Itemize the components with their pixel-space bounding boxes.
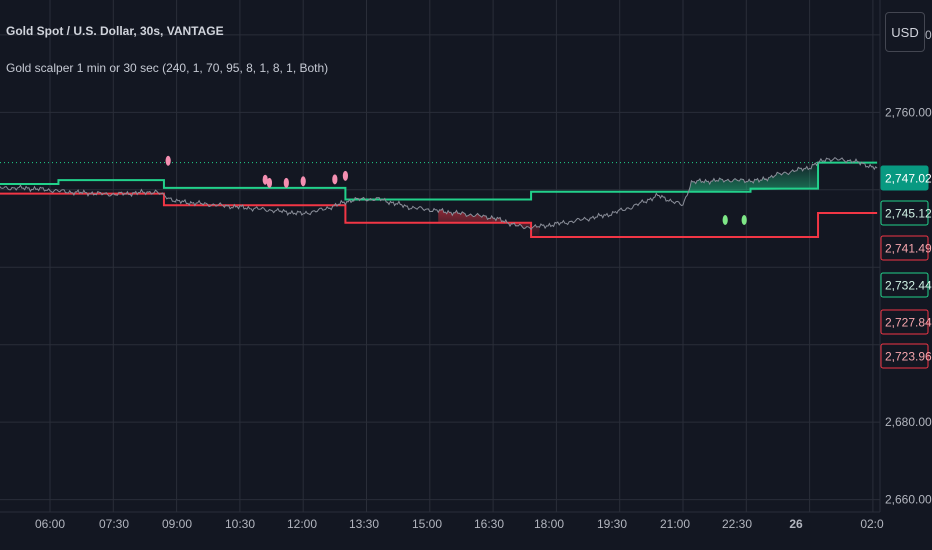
price-label-box <box>880 272 929 298</box>
currency-button[interactable]: USD <box>885 12 925 52</box>
buy-signal-marker <box>722 215 728 225</box>
sell-signal-marker <box>332 174 338 185</box>
time-axis-tick-label: 10:30 <box>225 517 255 531</box>
price-line <box>0 156 878 231</box>
time-axis-tick-label: 18:00 <box>534 517 564 531</box>
price-axis-tick-label: 2,680.00 <box>885 415 932 429</box>
price-label-text: 2,745.12 <box>885 207 932 221</box>
time-axis-tick-label: 26 <box>789 517 803 531</box>
time-axis-tick-label: 19:30 <box>597 517 627 531</box>
sell-signal-marker <box>266 177 273 188</box>
lower-band-line <box>0 192 878 239</box>
time-axis-tick-label: 02:0 <box>860 517 884 531</box>
time-axis-tick-label: 09:00 <box>162 517 192 531</box>
symbol-title[interactable]: Gold Spot / U.S. Dollar, 30s, VANTAGE <box>6 24 224 38</box>
price-label-box <box>880 235 929 261</box>
sell-signal-marker <box>283 177 289 188</box>
price-label-text: 2,727.84 <box>885 316 932 330</box>
sell-signal-marker <box>300 176 306 187</box>
time-axis-tick-label: 06:00 <box>35 517 65 531</box>
price-label-box <box>880 343 929 369</box>
price-axis-tick-label: 2,660.00 <box>885 493 932 507</box>
price-label-box <box>880 309 929 335</box>
time-axis-tick-label: 21:00 <box>660 517 690 531</box>
price-label-text: 2,732.44 <box>885 279 932 293</box>
sell-signal-marker <box>165 155 171 166</box>
time-axis-tick-label: 22:30 <box>722 517 752 531</box>
price-axis-tick-label: 2,760.00 <box>885 105 932 119</box>
time-axis-tick-label: 13:30 <box>349 517 379 531</box>
bull-zone-fill <box>687 162 819 196</box>
price-label-text: 2,747.02 <box>885 172 932 186</box>
sell-signal-marker <box>262 174 268 185</box>
price-label-text: 2,741.49 <box>885 242 932 256</box>
bear-zone-fill <box>438 208 540 238</box>
sell-signal-marker <box>342 170 348 181</box>
time-axis-tick-label: 12:00 <box>287 517 317 531</box>
time-axis-tick-label: 16:30 <box>474 517 504 531</box>
buy-signal-marker <box>741 215 747 225</box>
price-label-box <box>880 200 929 226</box>
price-label-text: 2,723.96 <box>885 350 932 364</box>
time-axis-tick-label: 07:30 <box>99 517 129 531</box>
price-label-box <box>880 165 929 191</box>
upper-band-line <box>0 161 878 201</box>
time-axis-tick-label: 15:00 <box>412 517 442 531</box>
indicator-legend[interactable]: Gold scalper 1 min or 30 sec (240, 1, 70… <box>6 61 329 75</box>
